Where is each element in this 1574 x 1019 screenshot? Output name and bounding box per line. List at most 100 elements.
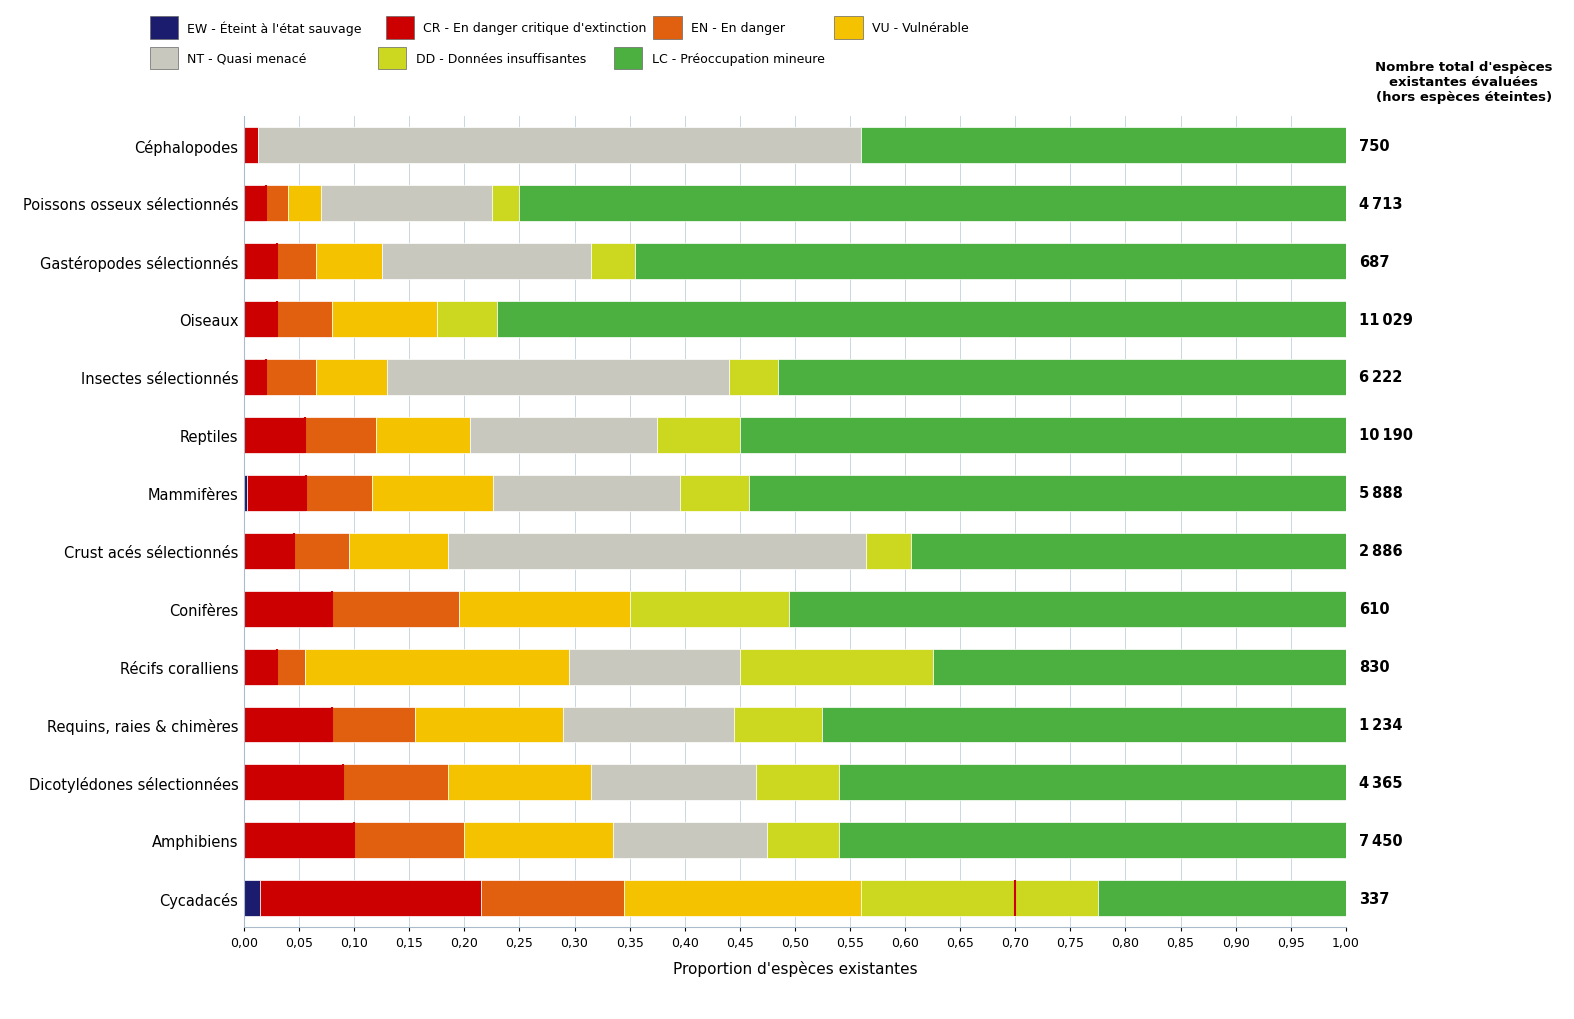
Text: DD - Données insuffisantes: DD - Données insuffisantes	[416, 53, 586, 65]
Bar	[266, 186, 288, 222]
Bar	[757, 764, 839, 801]
Bar	[315, 244, 381, 280]
Bar	[570, 649, 740, 685]
Bar	[244, 591, 332, 627]
Text: 10 190: 10 190	[1358, 428, 1413, 443]
Bar	[305, 476, 371, 512]
Bar	[592, 244, 636, 280]
Bar	[1099, 880, 1346, 916]
Bar	[244, 186, 266, 222]
Bar	[244, 128, 258, 164]
Bar	[497, 302, 1346, 337]
Bar	[790, 591, 1346, 627]
Bar	[247, 476, 305, 512]
Bar	[266, 360, 315, 395]
Bar	[519, 186, 1346, 222]
Text: 610: 610	[1358, 601, 1390, 616]
Bar	[740, 418, 1346, 453]
Bar	[288, 186, 321, 222]
Bar	[482, 880, 623, 916]
Text: 4 365: 4 365	[1358, 775, 1402, 790]
Bar	[449, 533, 866, 569]
Text: 687: 687	[1358, 255, 1390, 269]
Text: 11 029: 11 029	[1358, 312, 1413, 327]
Bar	[315, 360, 387, 395]
Text: 830: 830	[1358, 659, 1390, 675]
Bar	[321, 186, 491, 222]
Bar	[839, 822, 1346, 858]
Text: 5 888: 5 888	[1358, 486, 1402, 500]
Bar	[277, 302, 332, 337]
Bar	[740, 649, 932, 685]
Bar	[277, 244, 315, 280]
Bar	[634, 244, 1346, 280]
Bar	[244, 880, 261, 916]
Bar	[332, 302, 436, 337]
Text: 2 886: 2 886	[1358, 544, 1402, 558]
Bar	[778, 360, 1346, 395]
Text: 337: 337	[1358, 891, 1390, 906]
Bar	[658, 418, 740, 453]
Bar	[932, 649, 1346, 685]
Bar	[768, 822, 839, 858]
Bar	[376, 418, 469, 453]
Bar	[244, 418, 305, 453]
Bar	[861, 880, 1099, 916]
Bar	[277, 649, 305, 685]
Bar	[416, 707, 563, 743]
Bar	[387, 360, 729, 395]
Text: 750: 750	[1358, 139, 1390, 154]
Bar	[305, 649, 570, 685]
Bar	[735, 707, 822, 743]
Bar	[371, 476, 493, 512]
Text: EW - Éteint à l'état sauvage: EW - Éteint à l'état sauvage	[187, 21, 362, 36]
Bar	[354, 822, 464, 858]
Bar	[343, 764, 449, 801]
Bar	[866, 533, 910, 569]
Bar	[261, 880, 482, 916]
Bar	[244, 244, 277, 280]
Bar	[680, 476, 749, 512]
Bar	[258, 128, 861, 164]
Bar	[861, 128, 1346, 164]
Bar	[244, 707, 332, 743]
Bar	[244, 822, 354, 858]
Bar	[563, 707, 735, 743]
Bar	[244, 360, 266, 395]
Bar	[749, 476, 1346, 512]
Bar	[729, 360, 778, 395]
Bar	[493, 476, 680, 512]
Bar	[464, 822, 614, 858]
Bar	[910, 533, 1346, 569]
Text: 6 222: 6 222	[1358, 370, 1402, 385]
Text: 1 234: 1 234	[1358, 717, 1402, 733]
Bar	[244, 302, 277, 337]
Bar	[623, 880, 861, 916]
Bar	[460, 591, 630, 627]
Text: CR - En danger critique d'extinction: CR - En danger critique d'extinction	[423, 22, 647, 35]
Bar	[381, 244, 592, 280]
X-axis label: Proportion d'espèces existantes: Proportion d'espèces existantes	[672, 960, 918, 976]
Text: LC - Préoccupation mineure: LC - Préoccupation mineure	[652, 53, 825, 65]
Bar	[293, 533, 348, 569]
Bar	[244, 533, 293, 569]
Bar	[469, 418, 658, 453]
Text: 4 713: 4 713	[1358, 197, 1402, 212]
Bar	[592, 764, 757, 801]
Bar	[491, 186, 519, 222]
Text: VU - Vulnérable: VU - Vulnérable	[872, 22, 968, 35]
Text: NT - Quasi menacé: NT - Quasi menacé	[187, 53, 307, 65]
Bar	[823, 707, 1346, 743]
Bar	[839, 764, 1346, 801]
Bar	[305, 418, 376, 453]
Bar	[630, 591, 789, 627]
Bar	[614, 822, 768, 858]
Bar	[244, 764, 343, 801]
Bar	[348, 533, 447, 569]
Bar	[244, 649, 277, 685]
Text: Nombre total d'espèces
existantes évaluées
(hors espèces éteintes): Nombre total d'espèces existantes évalué…	[1376, 61, 1552, 104]
Text: 7 450: 7 450	[1358, 833, 1402, 848]
Bar	[436, 302, 497, 337]
Bar	[449, 764, 592, 801]
Bar	[332, 707, 416, 743]
